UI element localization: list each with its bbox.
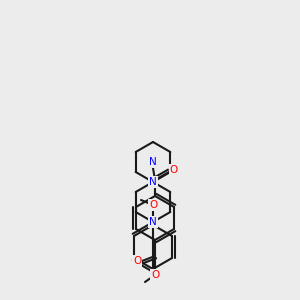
Text: N: N — [149, 217, 157, 227]
Text: O: O — [133, 256, 141, 266]
Text: N: N — [149, 157, 157, 167]
Text: O: O — [149, 200, 157, 210]
Text: N: N — [149, 177, 157, 187]
Text: O: O — [151, 270, 159, 280]
Text: O: O — [170, 165, 178, 175]
